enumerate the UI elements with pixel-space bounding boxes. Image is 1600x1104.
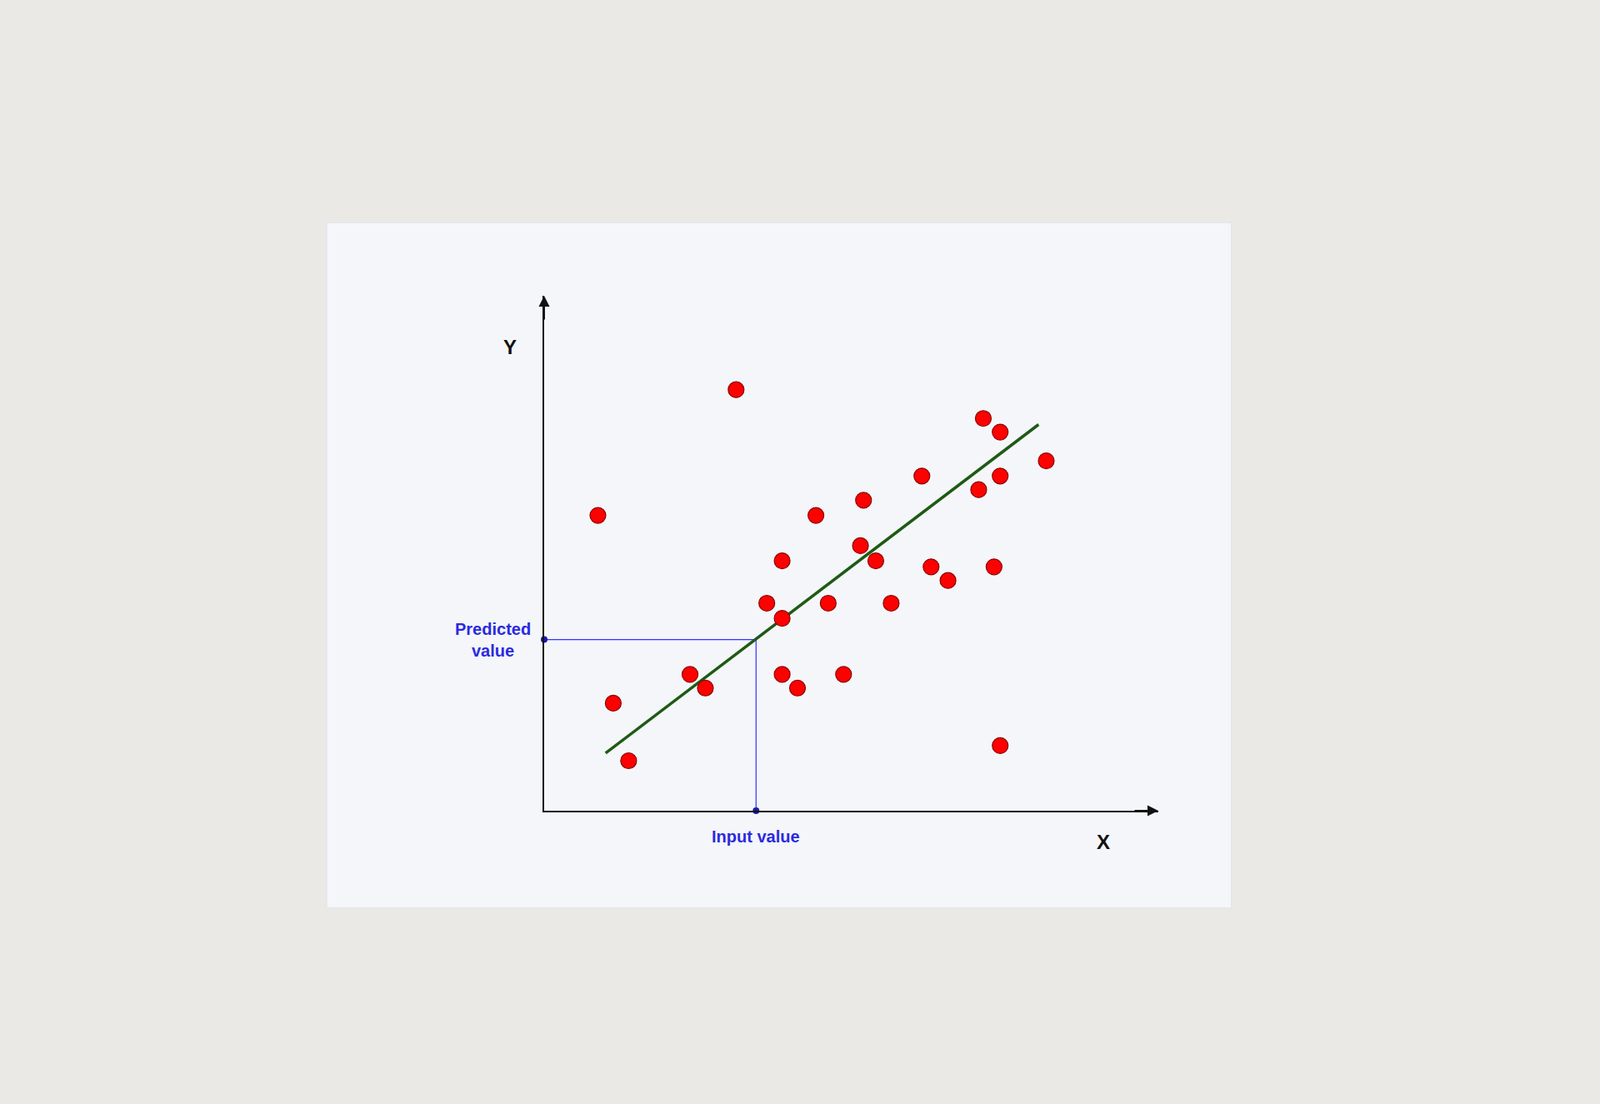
svg-text:Y: Y xyxy=(503,335,517,359)
svg-text:Input value: Input value xyxy=(711,827,800,846)
svg-text:Predictedvalue: Predictedvalue xyxy=(455,620,531,660)
svg-text:X: X xyxy=(1096,830,1110,854)
